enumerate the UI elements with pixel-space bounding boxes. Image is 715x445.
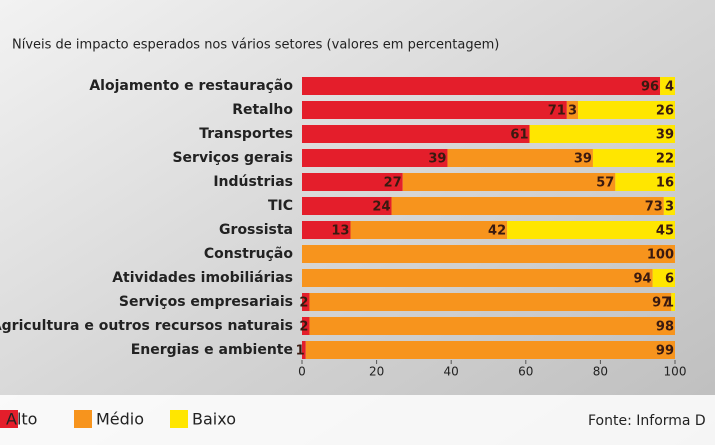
value-label: 3: [568, 104, 577, 119]
category-label: Agricultura e outros recursos naturais: [0, 318, 293, 334]
bar-segment: [660, 77, 675, 95]
category-label: Indústrias: [213, 174, 293, 190]
bar-segment: [402, 173, 616, 191]
chart-title: Níveis de impacto esperados nos vários s…: [12, 38, 499, 53]
value-label: 42: [488, 224, 506, 239]
bar-segment: [302, 149, 448, 167]
category-label: Serviços gerais: [172, 150, 293, 166]
category-label: TIC: [268, 198, 293, 214]
x-tick-label: 40: [444, 365, 459, 379]
bar-segment: [652, 269, 675, 287]
value-label: 45: [656, 224, 674, 239]
value-label: 97: [652, 296, 670, 311]
x-tick-label: 0: [298, 365, 306, 379]
value-label: 39: [574, 152, 592, 167]
category-label: Construção: [204, 246, 294, 262]
bar-segment: [447, 149, 593, 167]
value-label: 39: [428, 152, 446, 167]
bar-segment: [305, 341, 675, 359]
bar-segment: [592, 149, 675, 167]
x-tick-label: 100: [664, 365, 687, 379]
value-label: 2: [299, 320, 308, 335]
legend-label: Alto: [6, 410, 37, 429]
value-label: 27: [384, 176, 402, 191]
source: Fonte: Informa D: [588, 413, 706, 429]
bar-segment: [350, 221, 508, 239]
x-tick-label: 20: [369, 365, 384, 379]
bar-segment: [302, 77, 661, 95]
x-tick-label: 60: [518, 365, 533, 379]
legend-label: Baixo: [192, 410, 236, 429]
value-label: 3: [665, 200, 674, 215]
bar-segment: [302, 245, 675, 263]
value-label: 16: [656, 176, 674, 191]
value-label: 73: [645, 200, 663, 215]
value-label: 99: [656, 344, 674, 359]
value-label: 6: [665, 272, 674, 287]
bar-segment: [309, 317, 675, 335]
legend-swatch: [0, 410, 18, 428]
bar-segment: [302, 341, 306, 359]
legend-label: Médio: [96, 410, 144, 429]
bar-segment: [302, 173, 403, 191]
bar-segment: [302, 221, 351, 239]
bar-segment: [302, 269, 653, 287]
value-label: 98: [656, 320, 674, 335]
legend-band: [0, 395, 715, 445]
category-label: Atividades imobiliárias: [112, 270, 293, 286]
legend-swatch: [170, 410, 188, 428]
bar-segment: [578, 101, 675, 119]
category-label: Alojamento e restauração: [89, 78, 293, 94]
bar-segment: [529, 125, 675, 143]
bar-segment: [302, 101, 567, 119]
bar-segment: [615, 173, 675, 191]
category-label: Transportes: [199, 126, 293, 142]
value-label: 22: [656, 152, 674, 167]
bar-segment: [302, 197, 392, 215]
value-label: 26: [656, 104, 674, 119]
value-label: 13: [331, 224, 349, 239]
x-tick-label: 80: [593, 365, 608, 379]
bar-segment: [302, 293, 310, 311]
value-label: 1: [665, 296, 674, 311]
category-label: Serviços empresariais: [119, 294, 293, 310]
value-label: 96: [641, 80, 659, 95]
value-label: 94: [634, 272, 652, 287]
value-label: 61: [510, 128, 528, 143]
legend-swatch: [74, 410, 92, 428]
value-label: 4: [665, 80, 674, 95]
value-label: 57: [596, 176, 614, 191]
bar-segment: [507, 221, 675, 239]
bar-segment: [663, 197, 675, 215]
category-label: Grossista: [219, 222, 293, 238]
bar-segment: [309, 293, 672, 311]
value-label: 24: [372, 200, 390, 215]
value-label: 1: [296, 344, 305, 359]
value-label: 100: [647, 248, 674, 263]
bar-segment: [391, 197, 664, 215]
value-label: 71: [548, 104, 566, 119]
value-label: 39: [656, 128, 674, 143]
category-label: Retalho: [232, 102, 293, 118]
bar-segment: [566, 101, 579, 119]
category-label: Energias e ambiente: [131, 342, 293, 358]
value-label: 2: [299, 296, 308, 311]
bar-segment: [671, 293, 675, 311]
bar-segment: [302, 125, 530, 143]
bar-segment: [302, 317, 310, 335]
